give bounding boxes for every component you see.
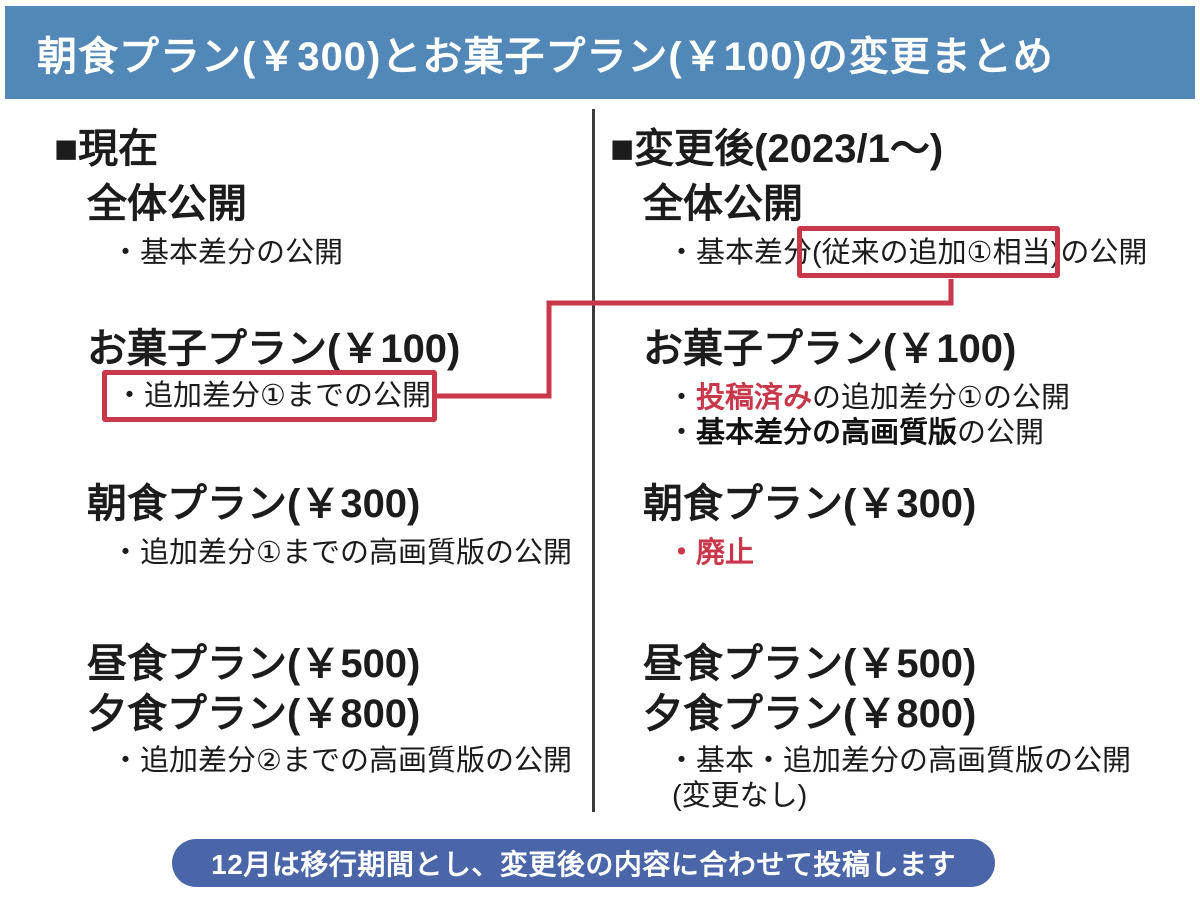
discontinued-label: 廃止 [696,537,755,569]
changed-public-bullet-pre: ・基本差分 [667,237,813,269]
changed-snack-bullet-hq-rest: の公開 [957,417,1045,449]
bullet-dot: ・ [667,537,697,569]
changed-public-bullet-post: の公開 [1060,237,1148,269]
current-column-title: ■現在 [54,127,159,171]
current-snack-plan-bullet: ・追加差分①までの公開 [115,380,431,412]
bullet-dot: ・ [667,417,697,449]
current-breakfast-plan-bullet: ・追加差分①までの高画質版の公開 [111,537,572,569]
header-bar: 朝食プラン(￥300)とお菓子プラン(￥100)の変更まとめ [5,6,1195,99]
column-divider [592,109,595,812]
discontinued-bullet: ・廃止 [667,536,754,570]
current-dinner-plan-heading: 夕食プラン(￥800) [87,692,421,736]
transition-note-text: 12月は移行期間とし、変更後の内容に合わせて投稿します [211,849,956,880]
current-public-heading: 全体公開 [87,182,247,226]
changed-snack-bullet-posted-rest: の追加差分①の公開 [812,382,1071,414]
changed-column-title: ■変更後(2023/1～) [610,127,944,171]
changed-public-heading: 全体公開 [643,182,803,226]
changed-lunch-dinner-bullet: ・基本・追加差分の高画質版の公開 [667,745,1132,777]
transition-note-banner: 12月は移行期間とし、変更後の内容に合わせて投稿します [172,839,995,887]
changed-breakfast-plan-heading: 朝食プラン(￥300) [643,482,977,526]
hq-basic-label: 基本差分の高画質版 [696,417,958,449]
current-breakfast-plan-heading: 朝食プラン(￥300) [87,482,421,526]
changed-snack-plan-heading: お菓子プラン(￥100) [643,327,1017,371]
changed-public-bullet-boxed: (従来の追加①相当) [812,237,1061,269]
changed-lunch-plan-heading: 昼食プラン(￥500) [643,642,977,686]
current-lunch-dinner-bullet: ・追加差分②までの高画質版の公開 [111,745,572,777]
no-change-note: (変更なし) [672,780,808,812]
current-snack-plan-heading: お菓子プラン(￥100) [87,327,461,371]
slide-title: 朝食プラン(￥300)とお菓子プラン(￥100)の変更まとめ [37,34,1054,79]
changed-dinner-plan-heading: 夕食プラン(￥800) [643,692,977,736]
changed-public-bullet: ・基本差分(従来の追加①相当)の公開 [667,236,1147,270]
bullet-dot: ・ [667,382,697,414]
changed-snack-bullet-hq: ・基本差分の高画質版の公開 [667,416,1044,450]
current-public-bullet: ・基本差分の公開 [111,237,344,269]
current-snack-plan-highlight-box: ・追加差分①までの公開 [102,370,437,422]
posted-label: 投稿済み [696,382,813,414]
changed-snack-bullet-posted: ・投稿済みの追加差分①の公開 [667,381,1070,415]
current-lunch-plan-heading: 昼食プラン(￥500) [87,642,421,686]
